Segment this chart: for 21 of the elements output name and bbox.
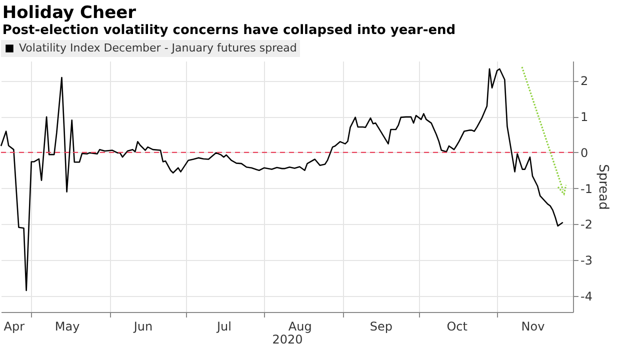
y-tick-label: -3 (580, 254, 592, 268)
x-tick-label: May (54, 320, 80, 334)
chart-title: Holiday Cheer (2, 3, 137, 23)
x-axis-title: 2020 (272, 332, 303, 346)
y-tick-label: -2 (580, 218, 592, 232)
x-tick-label: Aug (288, 320, 312, 334)
y-axis-title: Spread (595, 164, 610, 210)
y-tick-label: 0 (580, 146, 588, 160)
x-tick-label: Sep (370, 320, 392, 334)
x-tick-label: Nov (521, 320, 545, 334)
y-tick-label: -4 (580, 289, 592, 304)
legend-label: Volatility Index December - January futures spread (19, 42, 297, 54)
line-series (0, 68, 564, 292)
x-tick-label: Jun (132, 320, 153, 334)
x-tick-label: Apr (4, 320, 25, 334)
x-tick-label: Oct (446, 320, 468, 334)
y-tick-label: 1 (580, 110, 588, 124)
y-tick-label: -1 (580, 182, 592, 196)
x-tick-label: Jul (216, 320, 232, 334)
chart-subtitle: Post-election volatility concerns have collapsed into year-end (2, 23, 456, 38)
y-tick-label: 2 (580, 74, 588, 88)
